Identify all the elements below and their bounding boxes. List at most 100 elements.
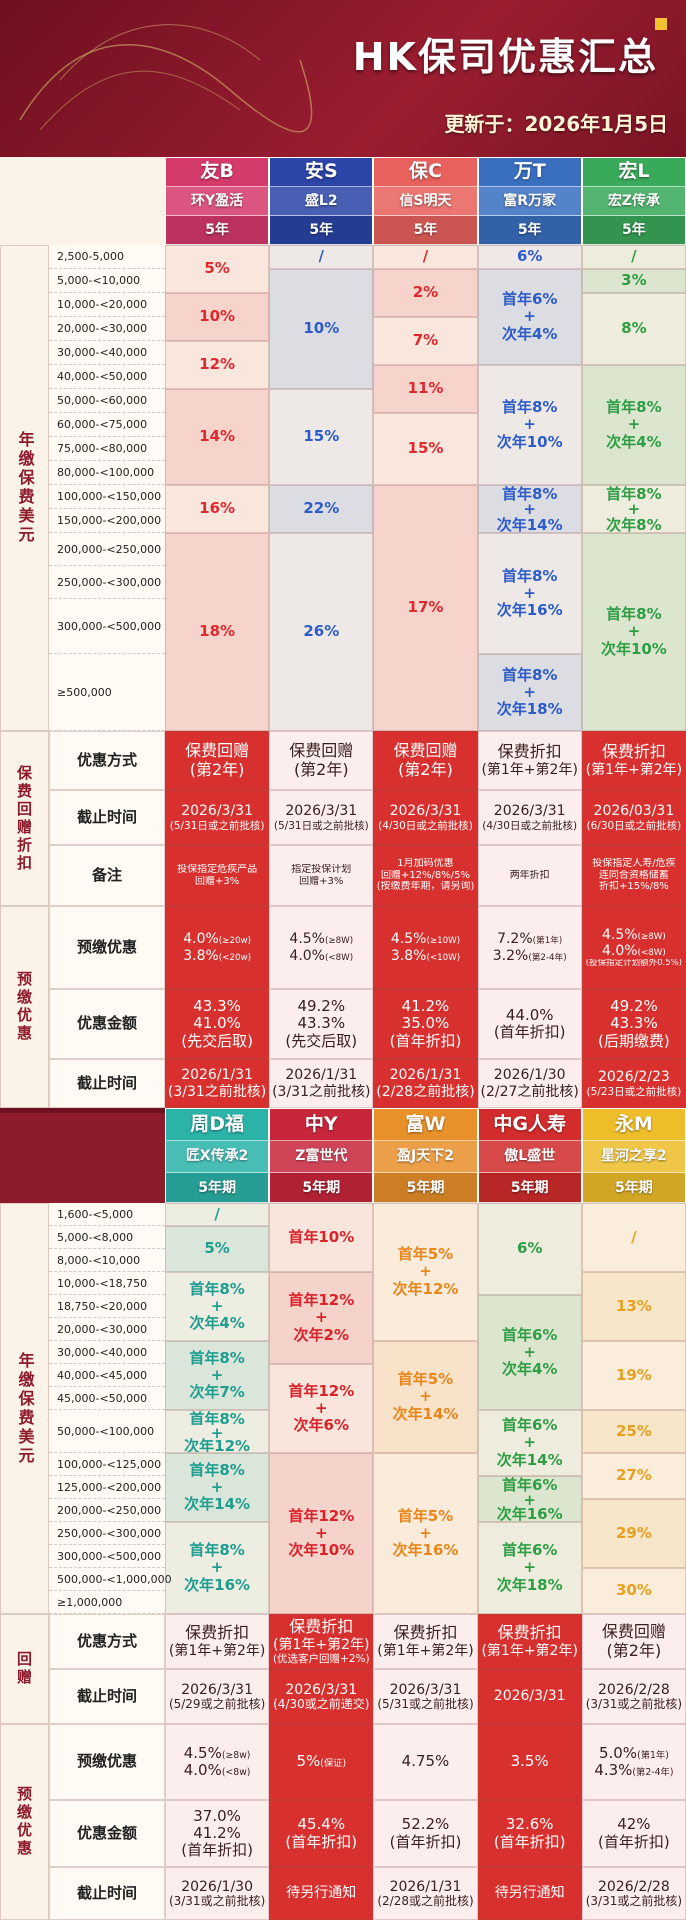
cell-line: 保费折扣 [289, 1618, 354, 1637]
rate-cell: / [581, 1203, 686, 1272]
cell-line: 保费折扣 [601, 743, 666, 762]
rate-cell: 26% [269, 533, 374, 731]
company-name: 友B [166, 158, 269, 187]
detail-label: 截止时间 [49, 1059, 165, 1108]
cell-line: 6% [516, 248, 543, 266]
cell-line: 首年10% [288, 1228, 355, 1246]
company-product: 富R万家 [478, 187, 581, 216]
cell-line: (3/31或之前批核) [585, 1697, 683, 1711]
detail-label: 截止时间 [49, 1867, 165, 1920]
rate-cell: 16% [165, 485, 270, 533]
cell-line: 首年6% [501, 1326, 558, 1344]
company-name: 富W [374, 1109, 477, 1141]
cell-line: (第1年+第2年) [377, 1642, 474, 1659]
cell-line: + [523, 1343, 536, 1361]
detail-cell: 5.0%(第1年) 4.3%(第2-4年) [581, 1724, 686, 1800]
detail-cell: 保费折扣 (第1年+第2年) [477, 731, 582, 790]
detail-label-text: 截止时间 [76, 1074, 137, 1092]
detail-group-label-text: 预缴优惠 [15, 971, 33, 1043]
company-term-text: 5年 [413, 222, 438, 239]
cell-line: 4.75% [401, 1753, 450, 1771]
company-product-text: 宏Z传承 [607, 192, 660, 209]
cell-line: 待另行通知 [286, 1885, 357, 1902]
premium-range: 45,000-<50,000 [49, 1387, 165, 1410]
cell-line: 次年6% [293, 1417, 350, 1435]
cell-line: 保费折扣 [393, 1624, 458, 1643]
detail-cell: 保费折扣 (第1年+第2年) [581, 731, 686, 790]
premium-range: 250,000-<300,000 [49, 566, 165, 599]
premium-range: 1,600-<5,000 [49, 1203, 165, 1226]
company-name: 保C [374, 158, 477, 187]
cell-line: 次年10% [496, 433, 563, 451]
cell-line: (5/31日或之前批核) [169, 819, 265, 832]
cell-line: 首年5% [397, 1371, 454, 1389]
rate-cell: 首年8% + 次年10% [581, 533, 686, 731]
company-header: 周D福 匠X传承2 5年期 [165, 1108, 270, 1204]
cell-line: 次年4% [501, 1361, 558, 1379]
detail-cell: 4.0%(≥20w) 3.8%(<20w) [165, 906, 270, 989]
cell-line: 2026/1/31 [389, 1067, 462, 1084]
rate-cell: 首年12% + 次年6% [269, 1364, 374, 1453]
cell-line: 两年折扣 [509, 869, 550, 881]
cell-line: 首年12% [288, 1382, 355, 1400]
premium-range: 125,000-<200,000 [49, 1476, 165, 1499]
company-term: 5年 [166, 216, 269, 246]
company-name-text: 周D福 [190, 1113, 244, 1135]
cell-line: 次年2% [293, 1326, 350, 1344]
company-term: 5年期 [270, 1173, 373, 1204]
company-header: 宏L 宏Z传承 5年 [581, 157, 686, 246]
company-product-text: Z富世代 [295, 1148, 348, 1165]
rate-cell: 30% [581, 1568, 686, 1614]
detail-cell: 2026/03/31 (6/30日或之前批核) [581, 790, 686, 845]
cell-line: 4.5%(≥8w) [184, 1745, 251, 1762]
range-group-label-text: 年缴保费美元 [15, 431, 35, 545]
premium-range: 30,000-<40,000 [49, 341, 165, 365]
range-group-label: 年缴保费美元 [0, 245, 49, 731]
cell-line: 2026/3/31 [285, 803, 358, 820]
premium-range-text: 20,000-<30,000 [57, 1322, 148, 1336]
company-term: 5年期 [582, 1173, 685, 1204]
cell-line: 保费折扣 [185, 1624, 250, 1643]
detail-group-label-text: 预缴优惠 [15, 1786, 33, 1858]
cell-line: 次年12% [184, 1438, 251, 1453]
cell-line: 次年14% [496, 1451, 563, 1469]
detail-cell: 保费回赠 (第2年) [581, 1614, 686, 1669]
detail-label: 预缴优惠 [49, 1724, 165, 1800]
cell-line: 17% [407, 599, 444, 617]
detail-cell: 49.2% 43.3% (先交后取) [269, 989, 374, 1059]
value: 5.0% [598, 1744, 638, 1762]
rate-cell: 2% [373, 269, 478, 317]
cell-line: 41.2% [401, 998, 450, 1016]
note: (≥8W) [637, 931, 666, 942]
detail-label: 截止时间 [49, 1669, 165, 1724]
cell-line: 10% [303, 320, 340, 338]
cell-line: 4.3%(第2-4年) [594, 1762, 673, 1779]
cell-line: + [523, 1434, 536, 1452]
value: 4.0% [289, 947, 325, 964]
cell-line: 待另行通知 [494, 1885, 565, 1902]
cell-line: (第2年) [398, 760, 453, 779]
cell-line: 42% [617, 1816, 651, 1834]
note: (第2-4年) [528, 952, 567, 963]
premium-range: 500,000-<1,000,000 [49, 1568, 172, 1591]
cell-line: 3% [621, 272, 647, 290]
cell-line: + [419, 1524, 432, 1542]
detail-cell: 2026/3/31 (4/30日或之前批核) [373, 790, 478, 845]
cell-line: 49.2% [297, 998, 346, 1016]
detail-group-label: 回赠 [0, 1614, 49, 1724]
company-header: 保C 信S明天 5年 [373, 157, 478, 246]
premium-range: 150,000-<200,000 [49, 509, 165, 533]
rate-cell: 首年6% + 次年4% [477, 1295, 582, 1410]
rate-cell: 12% [165, 341, 270, 389]
cell-line: + [523, 308, 536, 326]
premium-range-text: 250,000-<300,000 [57, 575, 162, 589]
rate-cell: 7% [373, 317, 478, 365]
cell-line: 首年8% [606, 606, 662, 624]
company-name-text: 富W [405, 1113, 446, 1135]
rate-cell: 22% [269, 485, 374, 533]
detail-cell: 2026/1/31 (3/31之前批核) [269, 1059, 374, 1108]
company-product: 匠X传承2 [166, 1141, 269, 1173]
cell-line: 13% [615, 1297, 652, 1315]
cell-line: 回赠+3% [299, 875, 344, 887]
range-group-label-text: 年缴保费美元 [15, 1351, 35, 1466]
